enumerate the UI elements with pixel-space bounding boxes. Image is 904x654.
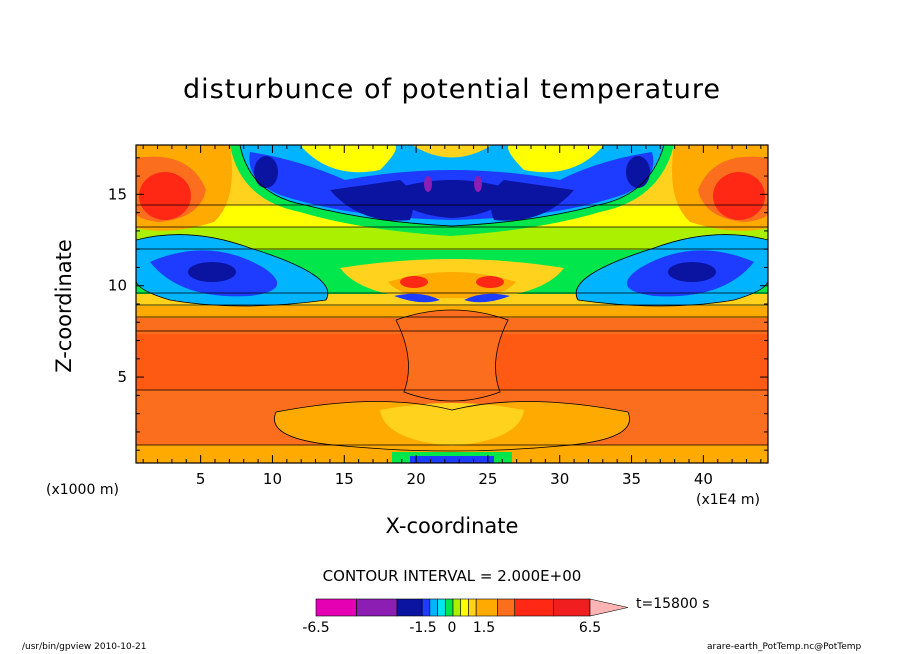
colorbar-tick-label: 1.5 bbox=[473, 620, 495, 636]
y-axis: 5 10 15 bbox=[108, 157, 768, 451]
colorbar-segment bbox=[475, 598, 498, 617]
colorbar-extension bbox=[589, 598, 629, 617]
colorbar-segment bbox=[396, 598, 423, 617]
y-axis-label: Z-coordinate bbox=[52, 239, 76, 373]
colorbar: -6.5 -1.5 0 1.5 6.5 bbox=[302, 598, 629, 636]
colorbar-segment bbox=[514, 598, 554, 617]
colorbar-tick-label: -1.5 bbox=[409, 620, 436, 636]
colorbar-segment bbox=[553, 598, 591, 617]
x-axis: 5 10 15 20 25 30 35 40 bbox=[142, 145, 762, 488]
x-tick-label: 10 bbox=[263, 470, 282, 488]
y-tick-label: 10 bbox=[108, 277, 127, 295]
chart-title: disturbunce of potential temperature bbox=[183, 74, 721, 105]
y-tick-label: 5 bbox=[117, 368, 127, 386]
colorbar-segment bbox=[452, 598, 462, 617]
x-tick-label: 35 bbox=[622, 470, 641, 488]
colorbar-segment bbox=[356, 598, 398, 617]
y-tick-label: 15 bbox=[108, 185, 127, 203]
x-tick-label: 40 bbox=[694, 470, 713, 488]
colorbar-segment bbox=[315, 598, 357, 617]
colorbar-segment bbox=[437, 598, 446, 617]
x-axis-label: X-coordinate bbox=[385, 514, 519, 538]
contour-interval-label: CONTOUR INTERVAL = 2.000E+00 bbox=[322, 567, 582, 585]
colorbar-tick-label: -6.5 bbox=[302, 620, 329, 636]
x-scale-note: (x1E4 m) bbox=[696, 492, 760, 508]
contour-lines bbox=[136, 145, 768, 452]
contour-field bbox=[136, 145, 768, 463]
x-tick-label: 5 bbox=[196, 470, 206, 488]
footer-right: arare-earth_PotTemp.nc@PotTemp bbox=[707, 642, 862, 652]
colorbar-segment bbox=[421, 598, 431, 617]
colorbar-segment bbox=[497, 598, 516, 617]
time-label: t=15800 s bbox=[636, 596, 710, 612]
x-tick-label: 15 bbox=[335, 470, 354, 488]
colorbar-segment bbox=[429, 598, 438, 617]
colorbar-segment bbox=[460, 598, 469, 617]
colorbar-tick-label: 6.5 bbox=[579, 620, 601, 636]
x-tick-label: 30 bbox=[550, 470, 569, 488]
colorbar-segment bbox=[468, 598, 477, 617]
footer-left: /usr/bin/gpview 2010-10-21 bbox=[22, 642, 147, 652]
x-tick-label: 20 bbox=[407, 470, 426, 488]
x-unit-note: (x1000 m) bbox=[46, 482, 119, 498]
x-tick-label: 25 bbox=[478, 470, 497, 488]
colorbar-tick-label: 0 bbox=[448, 620, 457, 636]
colorbar-segment bbox=[444, 598, 454, 617]
